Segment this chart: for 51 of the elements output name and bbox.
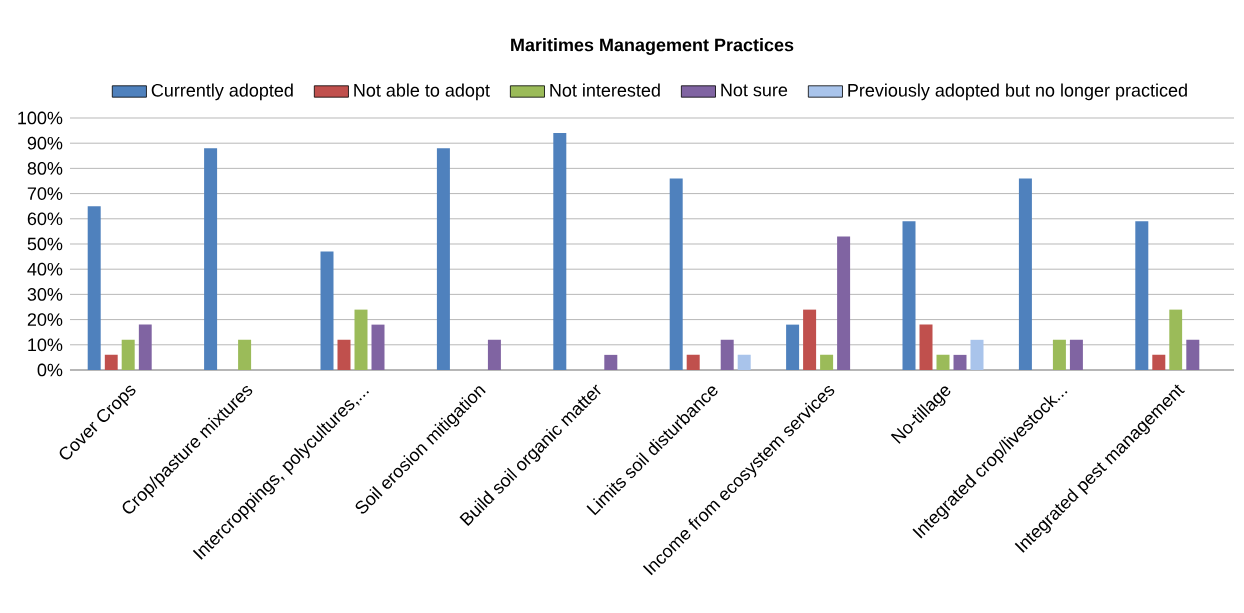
bar [354, 309, 368, 370]
bar [669, 178, 683, 370]
y-tick-label: 100% [18, 111, 63, 125]
bar [121, 339, 135, 370]
bar [337, 339, 351, 370]
bar [953, 354, 967, 370]
bar [902, 221, 916, 370]
bar [104, 354, 118, 370]
bar [204, 148, 218, 370]
bar [1169, 309, 1183, 370]
y-tick-label: 80% [27, 162, 63, 175]
legend-label: Previously adopted but no longer practiced [848, 83, 1187, 101]
bar [936, 354, 950, 370]
y-tick-label: 30% [27, 288, 63, 301]
legend-label: Currently adopted [151, 83, 293, 101]
bar [1069, 339, 1083, 370]
bar [820, 354, 834, 370]
bar [371, 324, 385, 370]
legend-label: Not interested [550, 83, 660, 97]
y-tick-label: 90% [27, 136, 63, 150]
y-tick-label: 0% [37, 363, 63, 377]
chart-title: Maritimes Management Practices [511, 38, 794, 55]
bar [919, 324, 933, 370]
bar [138, 324, 152, 370]
legend-label: Not able to adopt [354, 83, 490, 101]
bar [604, 354, 618, 370]
bar [786, 324, 800, 370]
y-tick-label: 60% [27, 212, 63, 226]
bar [686, 354, 700, 370]
bar [87, 206, 101, 370]
bar [320, 251, 334, 370]
bar [1135, 221, 1149, 370]
bar [970, 339, 984, 370]
bar [238, 339, 252, 370]
bar [1018, 178, 1032, 370]
bar [1186, 339, 1200, 370]
bar [553, 133, 567, 370]
bar [720, 339, 734, 370]
y-tick-label: 10% [28, 338, 63, 352]
bar [1152, 354, 1166, 370]
y-tick-label: 50% [27, 237, 63, 251]
bar [487, 339, 501, 370]
bar [436, 148, 450, 370]
bar [837, 236, 851, 370]
legend-label: Not sure [721, 83, 788, 97]
bar [737, 354, 751, 370]
bar [1052, 339, 1066, 370]
bar [803, 309, 817, 370]
y-tick-label: 70% [27, 187, 63, 200]
y-tick-label: 40% [27, 262, 63, 276]
y-tick-label: 20% [27, 313, 63, 326]
